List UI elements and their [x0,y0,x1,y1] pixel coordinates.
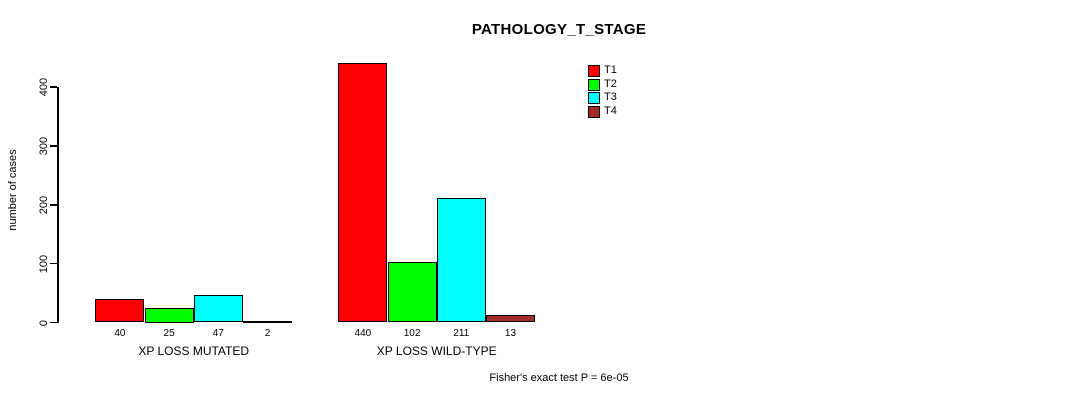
y-tick-mark [50,321,57,324]
bar-value-label: 13 [504,328,517,339]
bar-value-label: 102 [403,328,421,339]
y-axis-line [57,87,59,323]
legend-swatch-t1 [588,65,600,77]
y-tick-label: 100 [38,254,50,273]
y-tick-label: 300 [38,136,50,156]
y-tick-label: 0 [38,319,50,326]
legend-swatch-t4 [588,105,600,118]
legend-label-t3: T3 [604,91,617,104]
y-axis-label: number of cases [7,149,19,231]
bar-value-label: 211 [453,328,470,339]
bar-value-label: 25 [163,328,175,339]
y-tick-mark [50,262,57,265]
bar-t2-group1 [144,307,194,323]
legend-label-t1: T1 [604,64,617,76]
x-group-label: XP LOSS WILD-TYPE [376,344,497,358]
annotation-fisher-test: Fisher's exact test P = 6e-05 [489,372,629,384]
y-tick-mark [50,145,57,147]
y-tick-label: 400 [38,77,50,97]
chart-title: PATHOLOGY_T_STAGE [471,21,647,38]
y-tick-mark [50,204,57,206]
legend-label-t4: T4 [604,104,617,117]
bar-t2-group2 [387,262,437,323]
bar-value-label: 440 [354,328,372,339]
bar-value-label: 47 [212,328,224,339]
bar-value-label: 2 [264,328,271,339]
bar-t3-group2 [436,198,486,323]
bar-t4-group2 [485,314,536,323]
bar-t3-group1 [193,294,243,323]
bar-t1-group2 [338,63,388,323]
bar-value-label: 40 [114,328,126,339]
y-tick-mark [50,86,57,88]
bar-t1-group1 [95,298,145,323]
legend-swatch-t2 [588,78,600,91]
y-tick-label: 200 [38,195,50,214]
x-group-label: XP LOSS MUTATED [138,344,250,358]
bar-t4-group1 [242,321,293,323]
legend-label-t2: T2 [604,77,617,90]
legend-swatch-t3 [588,92,600,105]
